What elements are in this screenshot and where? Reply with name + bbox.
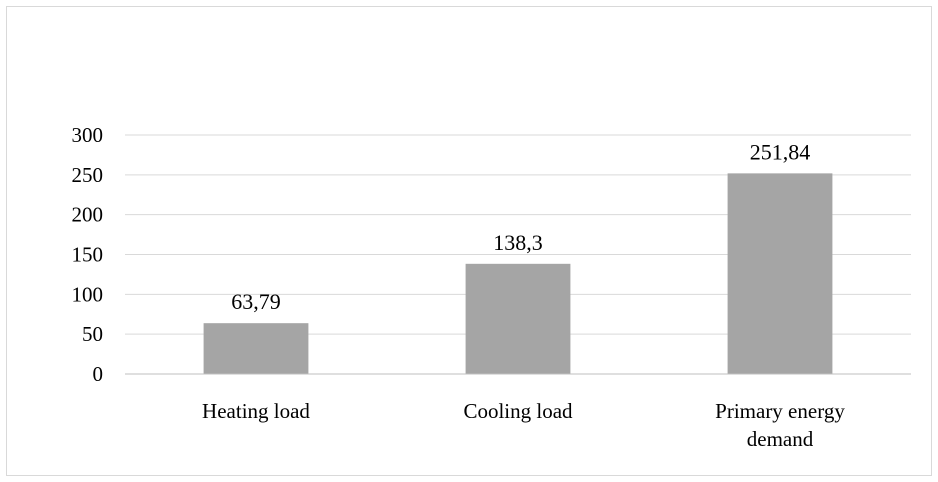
bar [203,323,309,374]
y-tick-label: 0 [93,362,104,386]
data-label: 138,3 [493,230,543,255]
category-label: demand [747,427,814,451]
data-labels: 63,79 138,3 251,84 [231,139,810,314]
category-label: Cooling load [463,399,573,423]
y-tick-label: 150 [72,243,104,267]
bars [203,173,833,374]
y-tick-label: 100 [72,282,104,306]
data-label: 63,79 [231,289,281,314]
y-tick-label: 250 [72,163,104,187]
y-tick-label: 200 [72,203,104,227]
bar [465,263,571,374]
y-axis-ticks: 0 50 100 150 200 250 300 [72,123,104,386]
y-tick-label: 300 [72,123,104,147]
data-label: 251,84 [750,139,811,164]
y-tick-label: 50 [82,322,103,346]
bar [727,173,833,374]
category-label: Heating load [202,399,310,423]
category-labels: Heating load Cooling load Primary energy de… [202,399,845,451]
category-label: Primary energy [715,399,845,423]
